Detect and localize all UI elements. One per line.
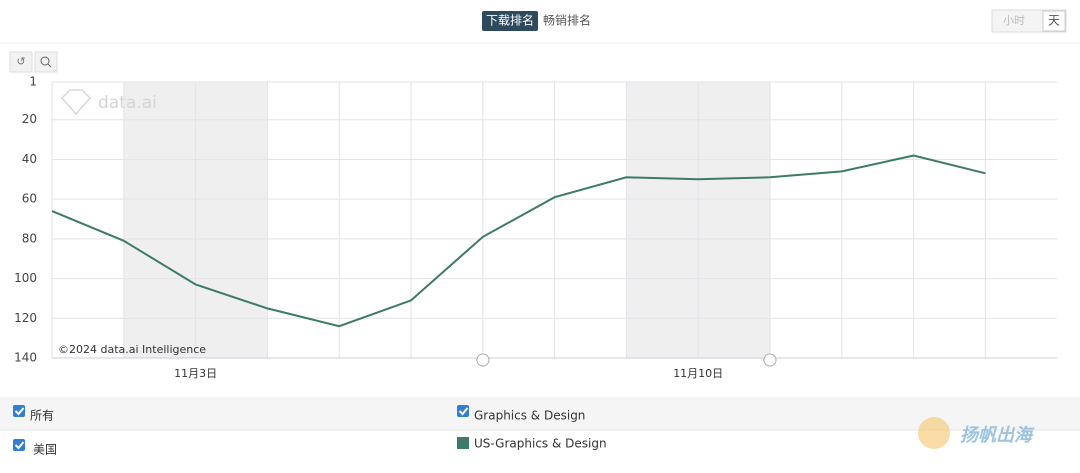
event-marker [763, 353, 777, 367]
watermark: data.ai [98, 93, 157, 113]
legend-swatch[interactable] [457, 437, 469, 449]
y-tick-label: 20 [22, 112, 37, 126]
reset-icon[interactable]: ↺ [16, 55, 25, 68]
granularity-selected[interactable] [1042, 10, 1066, 32]
granularity-option[interactable]: 小时 [1003, 14, 1025, 27]
watermark-logo [60, 89, 92, 116]
tab[interactable]: 畅销排名 [543, 13, 591, 28]
checkbox[interactable] [13, 405, 25, 417]
series-line [51, 154, 986, 328]
credit: ©2024 data.ai Intelligence [58, 343, 206, 356]
reset-button[interactable] [9, 51, 33, 73]
check [458, 407, 469, 416]
y-tick-label: 80 [22, 231, 37, 245]
zoom-icon[interactable] [47, 63, 52, 68]
zoom-icon[interactable] [40, 56, 50, 66]
legend-label[interactable]: US-Graphics & Design [474, 437, 607, 451]
y-tick-label: 1 [29, 75, 37, 89]
tab-active[interactable] [482, 11, 538, 31]
y-tick-label: 40 [22, 152, 37, 166]
check [14, 407, 25, 416]
filter-label: 所有 [30, 409, 54, 423]
y-tick-label: 100 [14, 271, 37, 285]
y-tick-label: 120 [14, 311, 37, 325]
filter-label: 美国 [33, 443, 57, 457]
filter-row [0, 397, 1080, 430]
filter-label: Graphics & Design [474, 409, 585, 423]
brand-logo [918, 417, 950, 449]
event-marker [476, 353, 490, 367]
zoom-button[interactable] [34, 51, 58, 73]
checkbox[interactable] [457, 405, 469, 417]
brand-text: 扬帆出海 [960, 425, 1035, 446]
check [14, 441, 25, 450]
checkbox[interactable] [13, 439, 25, 451]
tab[interactable]: 下载排名 [486, 13, 534, 28]
x-tick-label: 11月10日 [673, 367, 723, 380]
y-tick-label: 60 [22, 192, 37, 206]
x-tick-label: 11月3日 [174, 367, 217, 380]
granularity-option[interactable]: 天 [1048, 14, 1060, 28]
y-tick-label: 140 [14, 351, 37, 365]
